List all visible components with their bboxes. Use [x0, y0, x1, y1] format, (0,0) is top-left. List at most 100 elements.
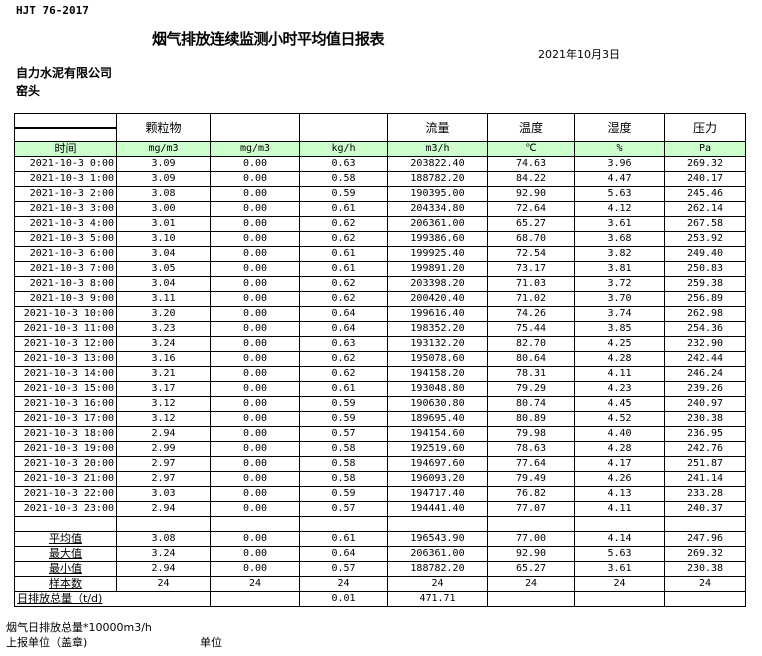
- value-cell: 4.28: [574, 351, 665, 367]
- value-cell: 194717.40: [387, 486, 488, 502]
- location-name: 窑头: [16, 84, 41, 98]
- table-row: 2021-10-3 11:00 3.23 0.00 0.64 198352.20 75.4…: [14, 321, 746, 337]
- value-cell: 3.81: [574, 261, 665, 277]
- value-cell: 3.12: [116, 396, 211, 412]
- units-row: 时间 mg/m3 mg/m3 kg/h m3/h ℃% Pa: [14, 141, 746, 157]
- stat-value: 92.90: [487, 546, 575, 562]
- stat-row: 最大值 3.24 0.00 0.64 206361.00 92.90 5.63 269.32: [14, 546, 746, 562]
- value-cell: 199616.40: [387, 306, 488, 322]
- value-cell: 0.57: [299, 426, 388, 442]
- table-row: 2021-10-3 21:00 2.97 0.00 0.58 196093.20 79.4…: [14, 471, 746, 487]
- blank-cell: [210, 591, 300, 607]
- report-title: 烟气排放连续监测小时平均值日报表: [152, 30, 385, 48]
- header-row: 颗粒物 流量 温度 湿度 压力: [14, 113, 746, 142]
- value-cell: 3.61: [574, 216, 665, 232]
- report-table: 颗粒物 流量 温度 湿度 压力 时间 mg/m3 mg/m3 kg/h m3/h ℃% Pa 2021-…: [14, 113, 746, 607]
- value-cell: 203822.40: [387, 156, 488, 172]
- value-cell: 3.96: [574, 156, 665, 172]
- blank-cell: [299, 516, 388, 532]
- value-cell: 0.00: [210, 156, 300, 172]
- value-cell: 251.87: [664, 456, 746, 472]
- unit-cell: mg/m3: [210, 141, 300, 157]
- value-cell: 0.00: [210, 441, 300, 457]
- value-cell: 3.09: [116, 171, 211, 187]
- value-cell: 240.97: [664, 396, 746, 412]
- value-cell: 0.00: [210, 381, 300, 397]
- value-cell: 254.36: [664, 321, 746, 337]
- stat-value: 3.61: [574, 561, 665, 577]
- value-cell: 78.63: [487, 441, 575, 457]
- value-cell: 0.62: [299, 276, 388, 292]
- blank-cell: [574, 516, 665, 532]
- value-cell: 269.32: [664, 156, 746, 172]
- value-cell: 4.12: [574, 201, 665, 217]
- value-cell: 199925.40: [387, 246, 488, 262]
- value-cell: 199386.60: [387, 231, 488, 247]
- blank-cell: [487, 591, 575, 607]
- table-row: 2021-10-3 10:00 3.20 0.00 0.64 199616.40 74.2…: [14, 306, 746, 322]
- value-cell: 0.00: [210, 351, 300, 367]
- value-cell: 196093.20: [387, 471, 488, 487]
- report-date: 2021年10月3日: [538, 48, 620, 61]
- value-cell: 3.09: [116, 156, 211, 172]
- value-cell: 193132.20: [387, 336, 488, 352]
- stat-value: 4.14: [574, 531, 665, 547]
- time-cell: 2021-10-3 15:00: [14, 381, 117, 397]
- value-cell: 0.00: [210, 306, 300, 322]
- value-cell: 3.21: [116, 366, 211, 382]
- stat-value: 24: [664, 576, 746, 592]
- value-cell: 0.00: [210, 501, 300, 517]
- blank-cell: [574, 591, 665, 607]
- value-cell: 249.40: [664, 246, 746, 262]
- time-cell: 2021-10-3 17:00: [14, 411, 117, 427]
- value-cell: 0.62: [299, 351, 388, 367]
- value-cell: 3.04: [116, 276, 211, 292]
- value-cell: 2.94: [116, 426, 211, 442]
- stat-label: 最小值: [14, 561, 117, 577]
- value-cell: 80.64: [487, 351, 575, 367]
- value-cell: 3.16: [116, 351, 211, 367]
- value-cell: 76.82: [487, 486, 575, 502]
- value-cell: 0.00: [210, 396, 300, 412]
- value-cell: 230.38: [664, 411, 746, 427]
- value-cell: 0.00: [210, 261, 300, 277]
- value-cell: 190630.80: [387, 396, 488, 412]
- unit-cell: kg/h: [299, 141, 388, 157]
- value-cell: 250.83: [664, 261, 746, 277]
- value-cell: 232.90: [664, 336, 746, 352]
- value-cell: 0.62: [299, 291, 388, 307]
- value-cell: 0.64: [299, 306, 388, 322]
- value-cell: 3.01: [116, 216, 211, 232]
- value-cell: 3.24: [116, 336, 211, 352]
- value-cell: 0.62: [299, 366, 388, 382]
- value-cell: 65.27: [487, 216, 575, 232]
- time-cell: 2021-10-3 14:00: [14, 366, 117, 382]
- stat-value: 0.00: [210, 561, 300, 577]
- value-cell: 4.26: [574, 471, 665, 487]
- header-cell: 压力: [664, 113, 746, 142]
- time-cell: 2021-10-3 7:00: [14, 261, 117, 277]
- value-cell: 82.70: [487, 336, 575, 352]
- time-cell: 2021-10-3 9:00: [14, 291, 117, 307]
- value-cell: 4.47: [574, 171, 665, 187]
- value-cell: 0.63: [299, 156, 388, 172]
- value-cell: 0.00: [210, 411, 300, 427]
- value-cell: 259.38: [664, 276, 746, 292]
- value-cell: 3.00: [116, 201, 211, 217]
- value-cell: 74.63: [487, 156, 575, 172]
- company-name: 自力水泥有限公司: [16, 66, 113, 80]
- value-cell: 4.23: [574, 381, 665, 397]
- value-cell: 204334.80: [387, 201, 488, 217]
- table-row: 2021-10-3 4:00 3.01 0.00 0.62 206361.00 65.27…: [14, 216, 746, 232]
- value-cell: 0.62: [299, 216, 388, 232]
- stat-label: 最大值: [14, 546, 117, 562]
- value-cell: 194441.40: [387, 501, 488, 517]
- value-cell: 262.14: [664, 201, 746, 217]
- header-cell: [299, 113, 388, 142]
- value-cell: 3.23: [116, 321, 211, 337]
- value-cell: 4.13: [574, 486, 665, 502]
- value-cell: 0.63: [299, 336, 388, 352]
- time-cell: 2021-10-3 2:00: [14, 186, 117, 202]
- value-cell: 3.08: [116, 186, 211, 202]
- value-cell: 72.54: [487, 246, 575, 262]
